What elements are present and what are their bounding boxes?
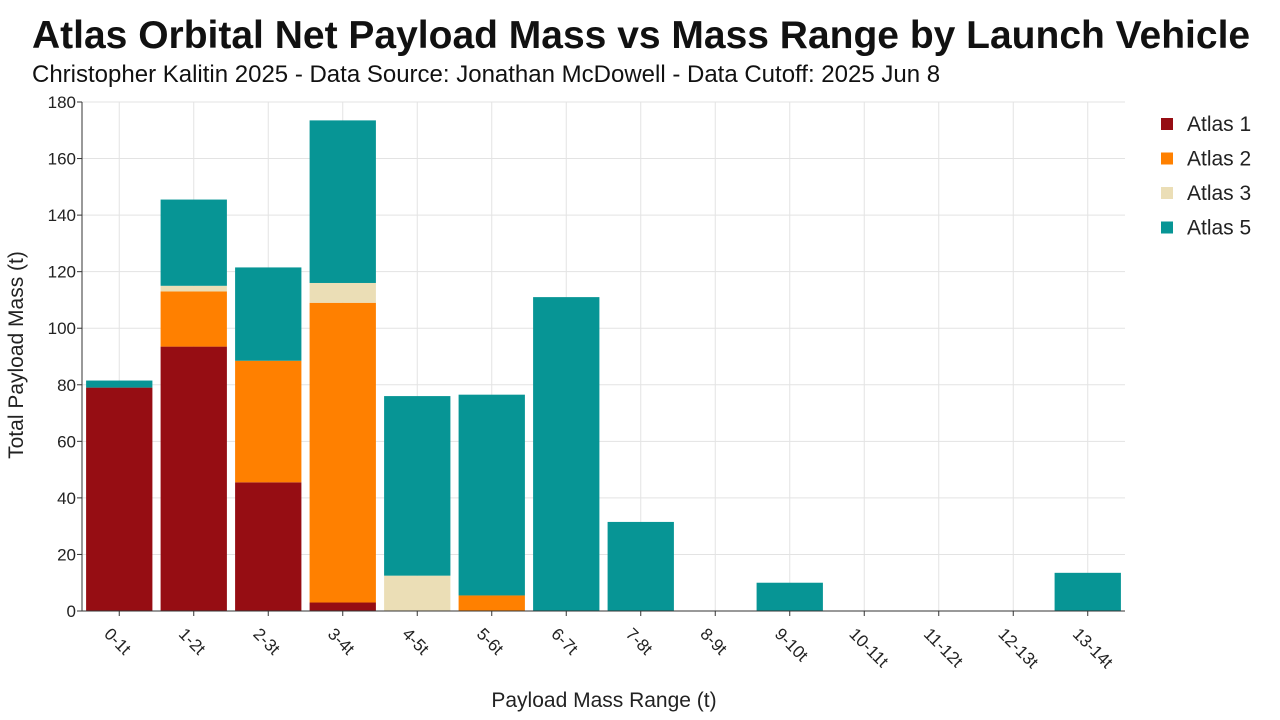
x-tick-label: 2-3t bbox=[249, 624, 283, 658]
bar-segment bbox=[160, 199, 227, 286]
bar-segment bbox=[309, 302, 376, 603]
bar-segment bbox=[86, 380, 153, 388]
y-tick-label: 100 bbox=[48, 319, 76, 338]
x-tick-label: 13-14t bbox=[1069, 624, 1117, 672]
bar-segment bbox=[160, 346, 227, 611]
bar-segment bbox=[458, 394, 525, 596]
bar-segment bbox=[235, 360, 302, 483]
x-tick-label: 10-11t bbox=[845, 624, 892, 671]
x-tick-label: 12-13t bbox=[994, 624, 1042, 672]
bars bbox=[86, 120, 1121, 611]
x-tick-label: 3-4t bbox=[324, 624, 358, 658]
x-tick-label: 0-1t bbox=[100, 624, 134, 658]
bar-segment bbox=[235, 482, 302, 611]
axes bbox=[81, 102, 1125, 612]
legend-label: Atlas 5 bbox=[1187, 217, 1251, 240]
y-tick-label: 160 bbox=[48, 150, 76, 169]
bar-segment bbox=[309, 282, 376, 303]
x-tick-labels: 0-1t 1-2t 2-3t 3-4t 4-5t 5-6t 6-7t 7-8t 8-9t 9-10… bbox=[100, 611, 1117, 672]
bar-segment bbox=[309, 120, 376, 283]
chart-subtitle: Christopher Kalitin 2025 - Data Source: … bbox=[32, 61, 941, 88]
bar-segment bbox=[235, 267, 302, 361]
legend-swatch bbox=[1161, 187, 1173, 199]
legend-label: Atlas 3 bbox=[1187, 182, 1251, 205]
y-tick-label: 80 bbox=[57, 376, 76, 395]
x-axis-label: Payload Mass Range (t) bbox=[491, 689, 716, 712]
bar-segment bbox=[384, 396, 451, 576]
bar-segment bbox=[756, 582, 823, 611]
x-tick-label: 1-2t bbox=[175, 624, 209, 658]
legend-swatch bbox=[1161, 118, 1173, 130]
x-tick-label: 4-5t bbox=[398, 624, 432, 658]
x-tick-label: 9-10t bbox=[771, 624, 812, 665]
bar-segment bbox=[458, 595, 525, 611]
x-tick-label: 11-12t bbox=[920, 624, 967, 671]
bar-segment bbox=[384, 575, 451, 611]
y-axis-label: Total Payload Mass (t) bbox=[5, 251, 28, 459]
bar-segment bbox=[86, 387, 153, 611]
y-tick-label: 140 bbox=[48, 206, 76, 225]
legend: Atlas 1 Atlas 2 Atlas 3 Atlas 5 bbox=[1161, 113, 1251, 240]
y-tick-labels: 0 20 40 60 80 100 120 140 160 180 bbox=[48, 93, 82, 621]
y-tick-label: 120 bbox=[48, 263, 76, 282]
bar-segment bbox=[1054, 572, 1121, 611]
chart-title: Atlas Orbital Net Payload Mass vs Mass R… bbox=[32, 14, 1251, 57]
y-tick-label: 180 bbox=[48, 93, 76, 112]
bar-segment bbox=[309, 602, 376, 611]
x-tick-label: 5-6t bbox=[473, 624, 507, 658]
legend-label: Atlas 1 bbox=[1187, 113, 1251, 136]
y-tick-label: 40 bbox=[57, 489, 76, 508]
legend-swatch bbox=[1161, 221, 1173, 234]
legend-swatch bbox=[1161, 152, 1173, 165]
bar-segment bbox=[607, 521, 674, 611]
x-tick-label: 7-8t bbox=[622, 624, 656, 658]
bar-segment bbox=[533, 297, 600, 611]
y-tick-label: 0 bbox=[67, 602, 76, 621]
y-tick-label: 20 bbox=[57, 545, 76, 564]
y-tick-label: 60 bbox=[57, 432, 76, 451]
x-tick-label: 8-9t bbox=[696, 624, 730, 658]
bar-segment bbox=[160, 285, 227, 292]
legend-label: Atlas 2 bbox=[1187, 148, 1251, 171]
bar-segment bbox=[160, 291, 227, 347]
x-tick-label: 6-7t bbox=[547, 624, 581, 658]
